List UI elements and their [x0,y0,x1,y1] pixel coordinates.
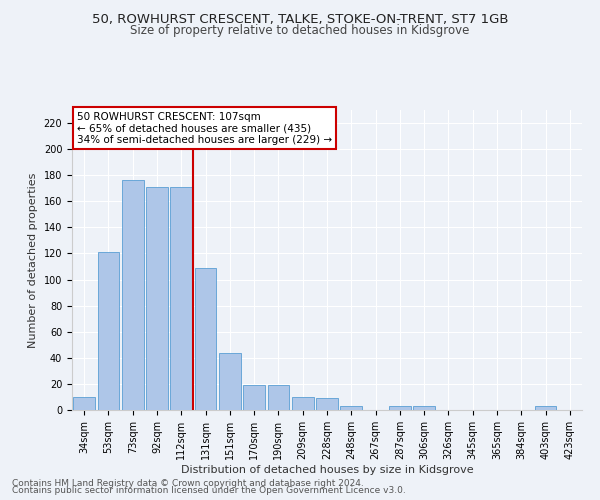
Text: 50, ROWHURST CRESCENT, TALKE, STOKE-ON-TRENT, ST7 1GB: 50, ROWHURST CRESCENT, TALKE, STOKE-ON-T… [92,12,508,26]
Bar [194,268,217,410]
Bar [73,397,95,410]
Bar [170,187,192,410]
Y-axis label: Number of detached properties: Number of detached properties [28,172,38,348]
Bar [413,406,435,410]
Bar [243,385,265,410]
Text: 50 ROWHURST CRESCENT: 107sqm
← 65% of detached houses are smaller (435)
34% of s: 50 ROWHURST CRESCENT: 107sqm ← 65% of de… [77,112,332,144]
Text: Contains public sector information licensed under the Open Government Licence v3: Contains public sector information licen… [12,486,406,495]
Bar [268,385,289,410]
Bar [122,180,143,410]
Bar [316,398,338,410]
Text: Contains HM Land Registry data © Crown copyright and database right 2024.: Contains HM Land Registry data © Crown c… [12,478,364,488]
Bar [292,397,314,410]
Bar [389,406,411,410]
Bar [535,406,556,410]
Bar [219,352,241,410]
Text: Size of property relative to detached houses in Kidsgrove: Size of property relative to detached ho… [130,24,470,37]
X-axis label: Distribution of detached houses by size in Kidsgrove: Distribution of detached houses by size … [181,464,473,474]
Bar [146,187,168,410]
Bar [97,252,119,410]
Bar [340,406,362,410]
